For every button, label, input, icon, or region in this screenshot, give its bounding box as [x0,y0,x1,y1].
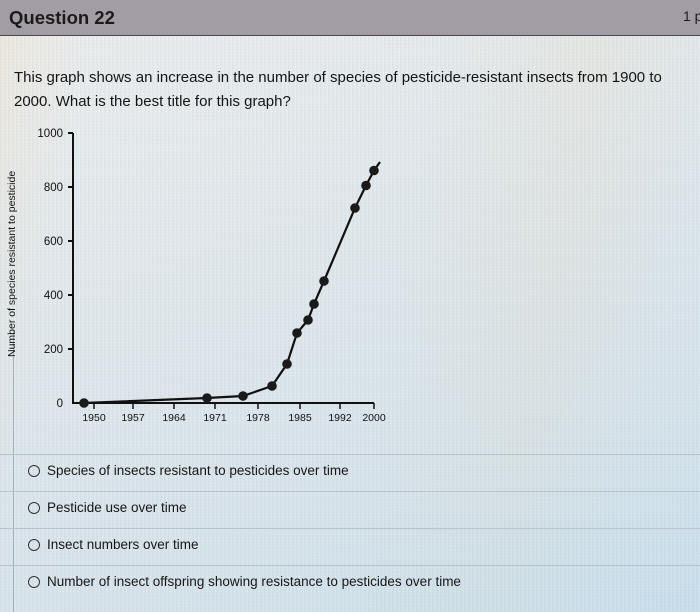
svg-text:800: 800 [44,182,63,194]
svg-text:600: 600 [44,236,63,248]
svg-text:2000: 2000 [362,412,386,424]
svg-text:1992: 1992 [328,412,352,424]
svg-text:0: 0 [57,398,63,410]
svg-text:400: 400 [44,290,63,302]
svg-text:200: 200 [44,344,63,356]
svg-text:1985: 1985 [288,412,312,424]
svg-text:1950: 1950 [82,412,106,424]
svg-text:1971: 1971 [203,412,227,424]
svg-text:1000: 1000 [37,128,63,140]
svg-text:1957: 1957 [121,412,145,424]
svg-text:Number of species resistant to: Number of species resistant to pesticide [6,171,18,357]
svg-text:1978: 1978 [246,412,270,424]
svg-text:1964: 1964 [162,412,186,424]
